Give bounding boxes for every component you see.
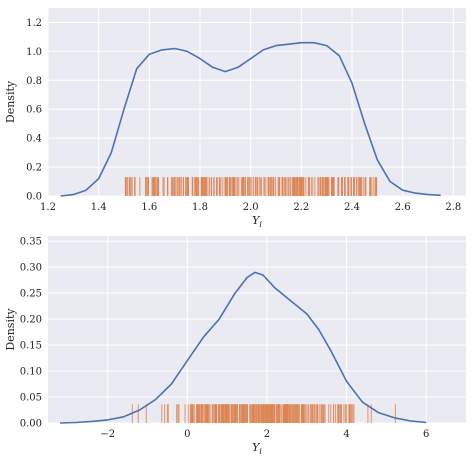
y-tick-label: 0.00 xyxy=(20,419,42,430)
x-tick-label: 6 xyxy=(423,429,429,440)
rug-marks xyxy=(124,177,378,196)
x-tick-label: 1.4 xyxy=(91,202,107,213)
y-tick-label: 0.8 xyxy=(26,76,42,87)
y-tick-label: 0.30 xyxy=(20,263,42,274)
x-tick-label: 0 xyxy=(184,429,190,440)
y-tick-label: 1.0 xyxy=(26,47,42,58)
x-tick-label: 2.4 xyxy=(344,202,360,213)
bottom-kde-panel: 0.00 0.05 0.10 0.15 0.20 0.25 0.30 0.35 −2 0 2 4 6 Yi… xyxy=(4,236,466,456)
y-tick-label: 0.2 xyxy=(26,163,42,174)
rug-marks xyxy=(131,404,396,423)
plot-background xyxy=(48,236,466,423)
kde-density-line xyxy=(60,41,441,197)
x-tick-label: 2.8 xyxy=(445,202,461,213)
x-tick-label: 1.8 xyxy=(192,202,208,213)
y-tick-label: 0.35 xyxy=(20,237,42,248)
top-kde-panel: 0.0 0.2 0.4 0.6 0.8 1.0 1.2 1.2 1.4 1.6 1.8 2.0 2.2 2… xyxy=(4,8,466,229)
x-tick-label: 2.6 xyxy=(395,202,411,213)
x-tick-label: 2 xyxy=(264,429,270,440)
y-tick-label: 0.20 xyxy=(20,315,42,326)
x-axis-label: Yi xyxy=(252,214,262,229)
kde-density-line xyxy=(59,271,427,424)
x-axis-label-subscript: i xyxy=(259,220,262,229)
y-tick-label: 0.6 xyxy=(26,105,42,116)
y-axis-label: Density xyxy=(4,80,17,123)
x-tick-label: 1.2 xyxy=(40,202,56,213)
y-tick-label: 0.25 xyxy=(20,289,42,300)
x-tick-label: 2.2 xyxy=(293,202,309,213)
y-tick-label: 0.15 xyxy=(20,341,42,352)
y-tick-label: 0.4 xyxy=(26,134,42,145)
x-tick-label: 1.6 xyxy=(141,202,157,213)
y-axis-label: Density xyxy=(4,308,17,351)
y-tick-label: 1.2 xyxy=(26,18,42,29)
y-tick-label: 0.10 xyxy=(20,367,42,378)
y-tick-label: 0.05 xyxy=(20,393,42,404)
x-axis-label-subscript: i xyxy=(259,447,262,456)
x-tick-label: 4 xyxy=(343,429,349,440)
x-tick-label: −2 xyxy=(100,429,115,440)
x-tick-label: 2.0 xyxy=(243,202,259,213)
plot-background xyxy=(48,8,466,196)
x-axis-label: Yi xyxy=(252,441,262,456)
y-tick-label: 0.0 xyxy=(26,192,42,203)
